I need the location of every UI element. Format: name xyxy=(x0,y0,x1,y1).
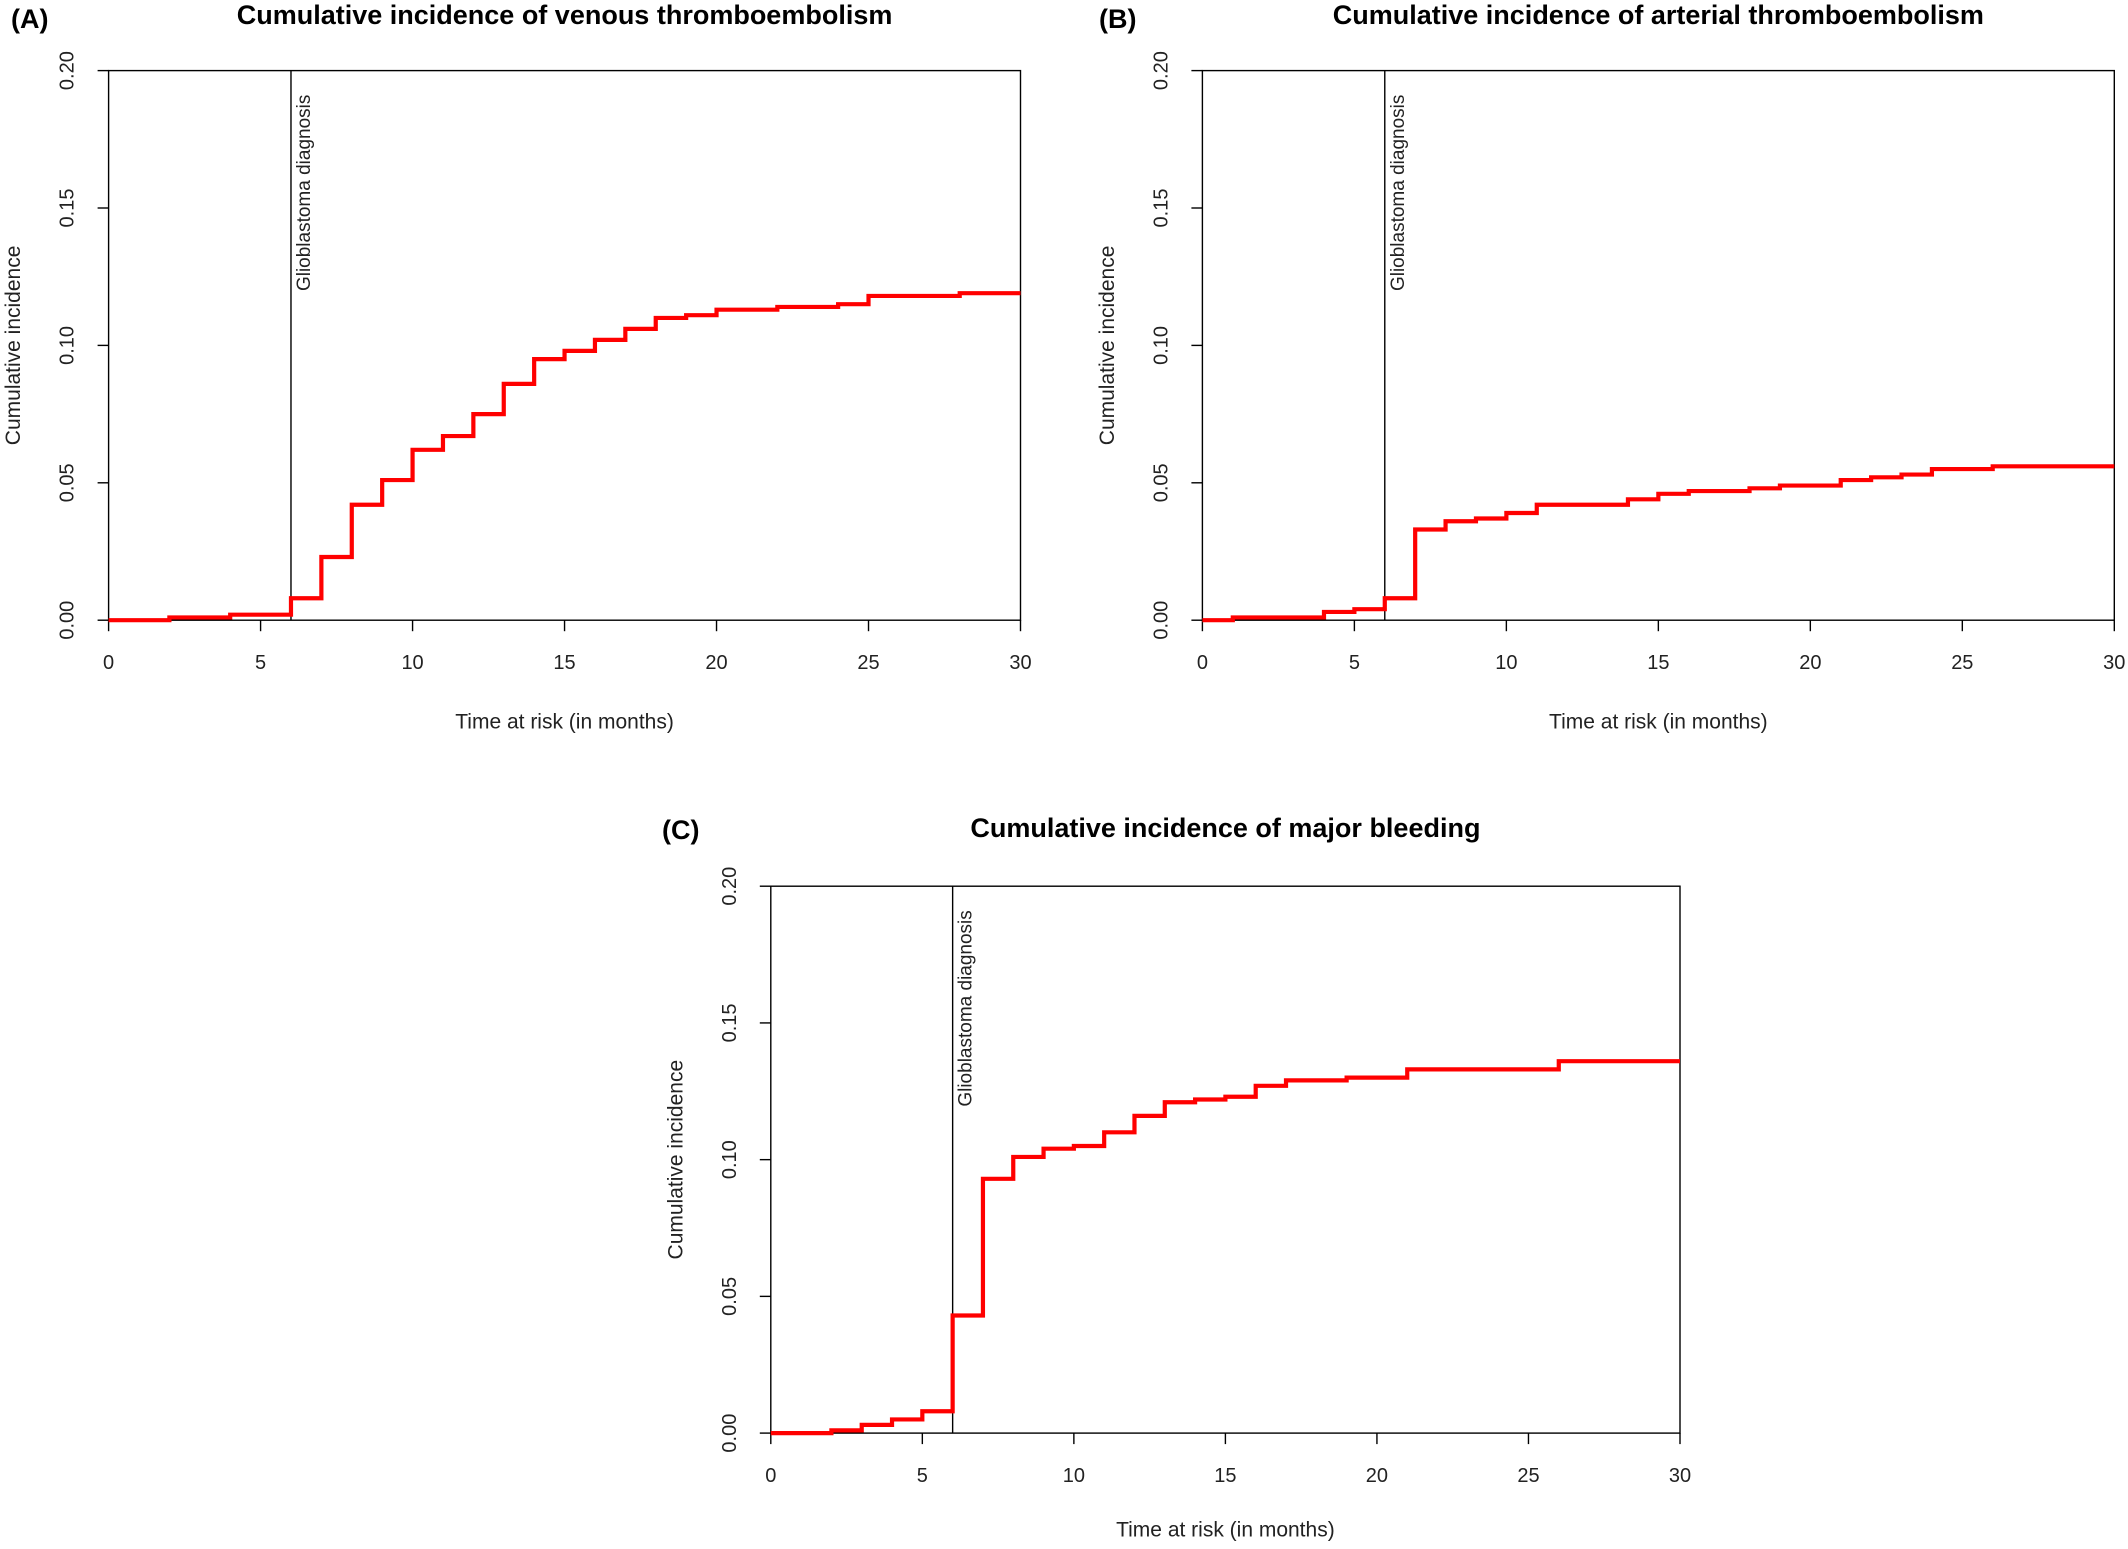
x-tick-label: 25 xyxy=(1517,1465,1539,1487)
x-tick-label: 15 xyxy=(553,652,575,674)
y-axis-label: Cumulative incidence xyxy=(1096,246,1119,446)
y-tick-label: 0.20 xyxy=(57,51,79,90)
y-tick-label: 0.15 xyxy=(1150,189,1172,228)
y-tick-label: 0.20 xyxy=(719,867,741,906)
glioblastoma-diagnosis-label: Glioblastoma diagnosis xyxy=(1388,95,1409,291)
x-tick-label: 20 xyxy=(1366,1465,1388,1487)
x-tick-label: 15 xyxy=(1214,1465,1236,1487)
y-tick-label: 0.05 xyxy=(57,463,79,502)
y-tick-label: 0.10 xyxy=(57,326,79,365)
y-axis: 0.00 0.05 0.10 0.15 0.20 Cumulative incidence xyxy=(664,867,771,1453)
y-tick-label: 0.05 xyxy=(719,1277,741,1316)
x-axis-label: Time at risk (in months) xyxy=(1549,711,1768,734)
y-tick-label: 0.00 xyxy=(57,601,79,640)
x-tick-label: 0 xyxy=(1197,652,1208,674)
panel-label: (B) xyxy=(1099,4,1136,34)
cumulative-incidence-curve xyxy=(1202,464,2115,623)
x-tick-label: 15 xyxy=(1647,652,1669,674)
cumulative-incidence-curve xyxy=(770,1059,1680,1436)
plot-frame xyxy=(1201,69,2116,621)
x-tick-label: 10 xyxy=(401,652,423,674)
y-tick-label: 0.00 xyxy=(1150,601,1172,640)
plot-frame xyxy=(770,885,1681,1434)
x-tick-label: 0 xyxy=(765,1465,776,1487)
x-axis-label: Time at risk (in months) xyxy=(455,711,674,734)
x-tick-label: 30 xyxy=(2103,652,2125,674)
y-tick-label: 0.20 xyxy=(1150,51,1172,90)
chart-title: Cumulative incidence of arterial thrombo… xyxy=(1333,0,1984,30)
y-tick-label: 0.15 xyxy=(57,189,79,228)
y-tick-label: 0.10 xyxy=(719,1140,741,1179)
x-tick-label: 0 xyxy=(103,652,114,674)
y-tick-label: 0.10 xyxy=(1150,326,1172,365)
x-tick-label: 25 xyxy=(857,652,879,674)
panel-c: (C) Cumulative incidence of major bleedin… xyxy=(662,813,1691,1542)
chart-title: Cumulative incidence of venous thromboem… xyxy=(237,0,893,30)
x-axis-label: Time at risk (in months) xyxy=(1116,1519,1335,1542)
x-axis: 0 5 10 15 20 25 30 Time at risk (in months) xyxy=(103,620,1032,734)
y-tick-label: 0.00 xyxy=(719,1414,741,1453)
x-tick-label: 30 xyxy=(1009,652,1031,674)
x-tick-label: 30 xyxy=(1669,1465,1691,1487)
panel-label: (C) xyxy=(662,815,699,845)
panel-a: (A) Cumulative incidence of venous thromb… xyxy=(2,0,1032,734)
panel-label: (A) xyxy=(11,4,48,34)
y-tick-label: 0.15 xyxy=(719,1003,741,1042)
x-tick-label: 5 xyxy=(255,652,266,674)
x-axis: 0 5 10 15 20 25 30 Time at risk (in months) xyxy=(1197,620,2125,734)
y-axis-label: Cumulative incidence xyxy=(2,246,25,446)
x-tick-label: 20 xyxy=(1799,652,1821,674)
x-tick-label: 20 xyxy=(705,652,727,674)
glioblastoma-diagnosis-label: Glioblastoma diagnosis xyxy=(294,95,315,291)
y-axis: 0.00 0.05 0.10 0.15 0.20 Cumulative incidence xyxy=(2,51,109,640)
x-tick-label: 5 xyxy=(917,1465,928,1487)
x-tick-label: 5 xyxy=(1349,652,1360,674)
y-tick-label: 0.05 xyxy=(1150,463,1172,502)
y-axis: 0.00 0.05 0.10 0.15 0.20 Cumulative incidence xyxy=(1096,51,1203,640)
glioblastoma-diagnosis-label: Glioblastoma diagnosis xyxy=(956,910,977,1106)
chart-title: Cumulative incidence of major bleeding xyxy=(970,813,1480,843)
x-tick-label: 10 xyxy=(1495,652,1517,674)
x-tick-label: 25 xyxy=(1951,652,1973,674)
panel-b: (B) Cumulative incidence of arterial thro… xyxy=(1096,0,2126,734)
x-axis: 0 5 10 15 20 25 30 Time at risk (in months) xyxy=(765,1433,1691,1542)
cumulative-incidence-curve xyxy=(108,291,1021,623)
x-tick-label: 10 xyxy=(1063,1465,1085,1487)
y-axis-label: Cumulative incidence xyxy=(664,1060,687,1260)
plot-frame xyxy=(107,69,1022,621)
